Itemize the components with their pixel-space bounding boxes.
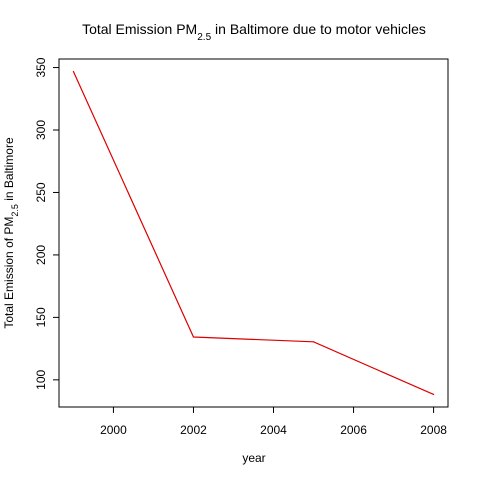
y-axis-label-suffix: in Baltimore <box>2 137 16 204</box>
series-layer <box>72 70 435 396</box>
x-tick-label: 2004 <box>260 423 287 437</box>
y-tick-label: 100 <box>34 370 48 390</box>
y-tick-label: 200 <box>34 245 48 265</box>
chart-title-subscript: 2.5 <box>197 32 211 43</box>
x-tick-label: 2002 <box>180 423 207 437</box>
chart-title-prefix: Total Emission PM <box>82 21 197 37</box>
data-point <box>312 341 315 343</box>
y-axis: 100 150 200 250 300 350 <box>34 57 60 390</box>
y-tick-label: 250 <box>34 182 48 202</box>
chart-title: Total Emission PM2.5 in Baltimore due to… <box>82 21 426 43</box>
x-axis-label: year <box>242 451 265 465</box>
y-axis-label: Total Emission of PM2.5 in Baltimore <box>2 137 20 329</box>
y-tick-label: 350 <box>34 57 48 77</box>
y-axis-label-subscript: 2.5 <box>10 204 20 217</box>
x-tick-label: 2008 <box>420 423 447 437</box>
x-tick-label: 2000 <box>100 423 127 437</box>
y-tick-label: 300 <box>34 120 48 140</box>
y-tick-label: 150 <box>34 307 48 327</box>
data-point <box>432 393 435 396</box>
series-line <box>72 71 434 396</box>
data-point <box>72 70 75 73</box>
x-axis: 2000 2002 2004 2006 2008 <box>100 406 447 437</box>
data-point <box>192 336 195 338</box>
chart-title-suffix: in Baltimore due to motor vehicles <box>211 21 426 37</box>
y-axis-label-prefix: Total Emission of PM <box>2 217 16 329</box>
x-tick-label: 2006 <box>340 423 367 437</box>
plot-area <box>58 58 449 408</box>
